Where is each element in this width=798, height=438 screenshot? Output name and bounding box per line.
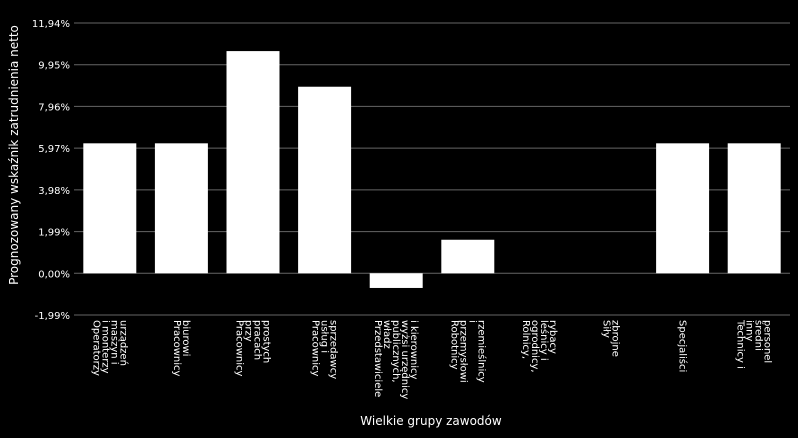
- y-tick-label: 1,99%: [38, 228, 70, 239]
- x-category-label: Robotnicyprzemysłowiirzemieślnicy: [448, 320, 487, 383]
- x-category-labels: Operatorzyi monterzymaszyn iurządzeń Prac…: [90, 319, 772, 399]
- y-tick-label: 9,95%: [38, 61, 70, 72]
- bars: [83, 51, 781, 288]
- x-category-label: Specjaliści: [677, 320, 689, 372]
- x-category-label: Pracownicyprzypracachprostych: [234, 320, 272, 377]
- y-tick-label: 5,97%: [38, 144, 70, 155]
- bar: [656, 143, 710, 274]
- x-category-label: Operatorzyi monterzymaszyn iurządzeń: [90, 320, 129, 376]
- bar: [83, 143, 137, 274]
- y-tick-label: 7,96%: [38, 102, 70, 113]
- bar: [369, 273, 423, 288]
- y-tick-label: 3,98%: [38, 186, 70, 197]
- bar: [441, 239, 495, 274]
- y-tick-labels: -1,99% 0,00% 1,99% 3,98% 5,97% 7,96% 9,95% 11,9…: [32, 19, 70, 322]
- x-category-label: Technicy iinnyśrednipersonel: [735, 319, 773, 369]
- y-tick-label: -1,99%: [35, 311, 70, 322]
- y-tick-label: 11,94%: [32, 19, 70, 30]
- bar: [298, 86, 352, 274]
- bar: [727, 143, 781, 274]
- x-category-label: Rolnicy,ogrodnicy,leśnicy irybacy: [520, 320, 558, 373]
- x-category-label: Pracownicybiurowi: [171, 320, 191, 377]
- x-category-label: Siłyzbrojne: [601, 320, 621, 357]
- x-category-label: Pracownicyusług isprzedawcy: [310, 320, 339, 379]
- y-tick-label: 0,00%: [38, 269, 70, 280]
- bar: [154, 143, 208, 274]
- x-axis-label: Wielkie grupy zawodów: [360, 414, 502, 428]
- y-axis-label: Prognozowany wskaźnik zatrudnienia netto: [7, 25, 21, 285]
- x-category-label: Przedstawicielewładzpublicznych,wyżsi ur…: [372, 320, 419, 399]
- bar: [226, 51, 280, 274]
